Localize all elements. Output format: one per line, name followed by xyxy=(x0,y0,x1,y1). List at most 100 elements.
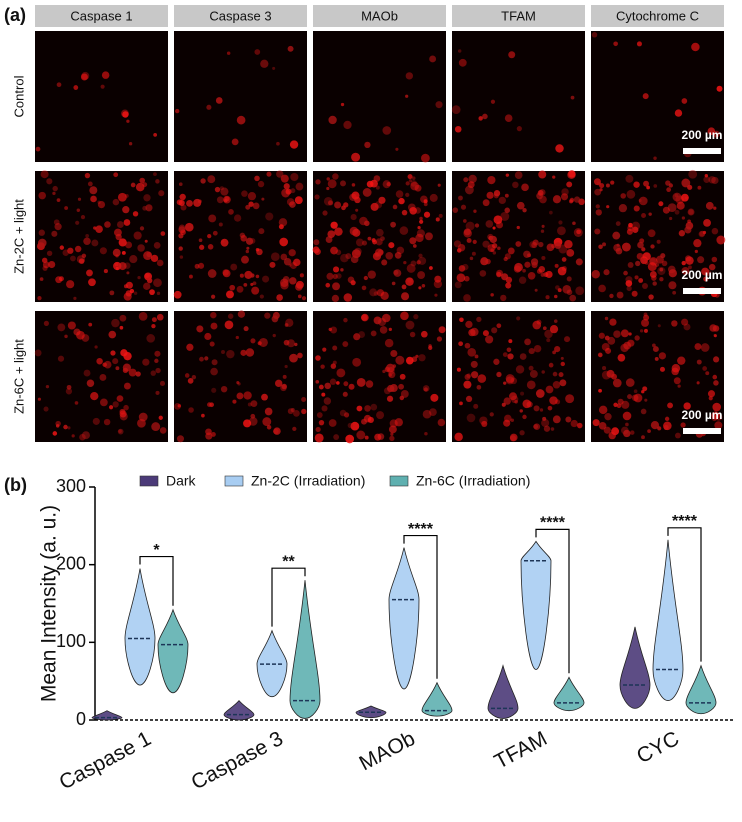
cell xyxy=(239,273,244,278)
cell xyxy=(681,178,691,188)
cell xyxy=(315,355,321,361)
cell xyxy=(367,416,374,424)
cell xyxy=(468,174,477,184)
cell xyxy=(283,257,292,266)
micrograph-bg xyxy=(452,31,585,162)
cell xyxy=(550,427,555,431)
cell xyxy=(702,230,707,235)
cell xyxy=(211,359,218,366)
cell xyxy=(626,189,636,199)
cell xyxy=(186,199,193,207)
cell xyxy=(541,370,545,374)
cell xyxy=(210,322,218,330)
cell xyxy=(289,140,299,149)
cell xyxy=(103,269,108,274)
cell xyxy=(533,344,542,353)
cell xyxy=(67,247,74,254)
cell xyxy=(180,204,187,211)
cell xyxy=(38,229,45,236)
cell xyxy=(241,190,248,197)
cell xyxy=(252,281,257,286)
cell xyxy=(276,141,280,146)
micrograph xyxy=(35,31,168,162)
cell xyxy=(543,272,549,278)
cell xyxy=(540,229,545,233)
cell xyxy=(381,259,388,266)
cell xyxy=(340,253,349,263)
cell xyxy=(220,238,229,247)
cell xyxy=(52,191,56,196)
cell xyxy=(250,273,255,278)
cell xyxy=(348,383,355,390)
cell xyxy=(380,236,385,241)
cell xyxy=(382,369,386,374)
cell xyxy=(226,349,235,359)
cell xyxy=(543,425,551,432)
cell xyxy=(133,291,138,295)
cell xyxy=(382,126,392,135)
cell xyxy=(119,408,126,415)
micrograph-bg xyxy=(452,171,585,302)
cell xyxy=(514,171,523,179)
cell xyxy=(178,182,183,187)
cell xyxy=(97,200,101,205)
cell xyxy=(335,273,342,279)
cell xyxy=(251,286,260,295)
cell xyxy=(496,323,502,329)
cell xyxy=(151,317,157,323)
legend-swatch xyxy=(389,475,409,487)
cell xyxy=(677,384,681,388)
cell xyxy=(528,347,535,355)
cell xyxy=(613,330,621,338)
cell xyxy=(143,194,151,202)
cell xyxy=(457,243,466,252)
cell xyxy=(65,388,73,395)
column-header: MAOb xyxy=(361,8,398,23)
cell xyxy=(557,266,567,276)
cell xyxy=(658,201,664,207)
cell xyxy=(380,291,389,300)
scale-bar xyxy=(683,148,721,154)
cell xyxy=(555,144,564,153)
cell xyxy=(421,153,430,163)
cell xyxy=(151,422,161,432)
cell xyxy=(370,403,378,411)
cell xyxy=(674,109,683,117)
cell xyxy=(608,431,616,440)
cell xyxy=(332,282,340,291)
cell xyxy=(401,284,407,290)
cell xyxy=(394,252,402,259)
cell xyxy=(482,199,490,207)
cell xyxy=(617,353,626,362)
cell xyxy=(554,263,559,268)
cell xyxy=(63,424,68,430)
cell xyxy=(558,220,563,225)
cell xyxy=(711,256,718,263)
cell xyxy=(428,266,433,270)
cell xyxy=(473,403,479,409)
cell xyxy=(236,381,240,385)
micrograph xyxy=(452,311,585,442)
cell xyxy=(211,387,217,393)
cell xyxy=(621,242,631,252)
cell xyxy=(642,283,648,290)
cell xyxy=(321,392,326,397)
cell xyxy=(153,278,162,288)
cell xyxy=(566,248,575,257)
cell xyxy=(480,257,489,266)
cell xyxy=(457,49,462,53)
cell xyxy=(142,205,148,211)
cell xyxy=(711,411,720,420)
column-header-box xyxy=(35,5,168,27)
micrograph-bg xyxy=(591,31,724,162)
cell xyxy=(235,335,239,340)
cell xyxy=(654,356,659,361)
cell xyxy=(638,278,644,283)
cell xyxy=(280,253,288,261)
cell xyxy=(519,409,523,413)
cell xyxy=(339,409,347,417)
cell xyxy=(632,226,639,233)
cell xyxy=(294,196,303,205)
cell xyxy=(435,217,440,222)
violin-body xyxy=(553,676,585,712)
